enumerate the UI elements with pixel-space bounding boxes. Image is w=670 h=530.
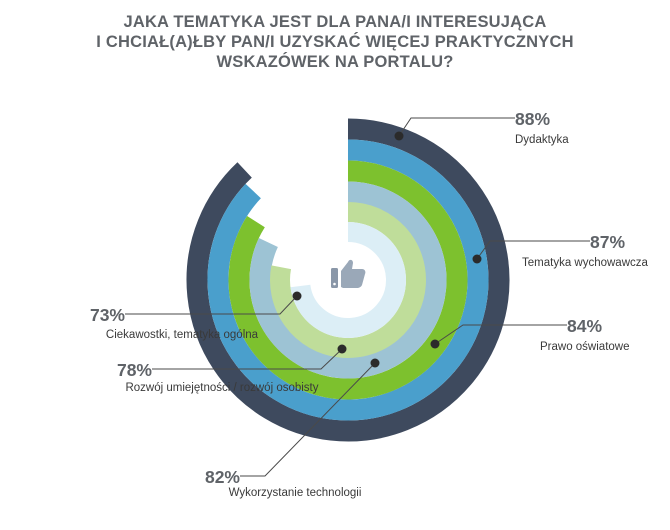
chart-title: JAKA TEMATYKA JEST DLA PANA/I INTERESUJĄ… bbox=[0, 12, 670, 72]
value-label-3: 84% bbox=[567, 316, 602, 336]
value-label-2: 87% bbox=[590, 232, 625, 252]
chart-title-line-3: WSKAZÓWEK NA PORTALU? bbox=[216, 53, 454, 71]
value-label-4: 82% bbox=[205, 467, 240, 487]
leader-dot-1 bbox=[394, 131, 404, 141]
chart-title-line-2: I CHCIAŁ(A)ŁBY PAN/I UZYSKAĆ WIĘCEJ PRAK… bbox=[96, 33, 574, 51]
radial-bar-3 bbox=[228, 160, 468, 400]
leader-line-3 bbox=[434, 324, 567, 345]
value-label-5: 78% bbox=[117, 360, 152, 380]
leader-line-5 bbox=[152, 348, 343, 370]
leader-line-1 bbox=[398, 117, 515, 137]
category-label-2: Tematyka wychowawcza bbox=[522, 257, 649, 269]
thumbs-up-icon bbox=[331, 259, 366, 288]
category-label-3: Prawo oświatowe bbox=[540, 341, 629, 353]
value-label-1: 88% bbox=[515, 109, 550, 129]
leader-dot-5 bbox=[337, 344, 347, 354]
radial-bar-5 bbox=[270, 202, 426, 358]
leader-dot-2 bbox=[472, 254, 482, 264]
chart-arcs bbox=[186, 118, 510, 442]
chart-labels: 88% Dydaktyka 87% Tematyka wychowawcza 84% Pr… bbox=[90, 109, 649, 499]
leader-dot-6 bbox=[292, 291, 302, 301]
radial-bar-4 bbox=[249, 181, 447, 379]
chart-leader-lines bbox=[125, 117, 590, 477]
leader-dot-3 bbox=[430, 339, 440, 349]
leader-line-2 bbox=[476, 240, 590, 260]
category-label-4: Wykorzystanie technologii bbox=[229, 487, 362, 499]
radial-bar-6 bbox=[290, 222, 406, 338]
leader-line-6 bbox=[125, 295, 298, 315]
chart-title-line-1: JAKA TEMATYKA JEST DLA PANA/I INTERESUJĄ… bbox=[123, 13, 547, 31]
radial-bar-1 bbox=[186, 118, 510, 442]
category-label-1: Dydaktyka bbox=[515, 134, 569, 146]
leader-dot-4 bbox=[370, 358, 380, 368]
category-label-5: Rozwój umiejętności / rozwój osobisty bbox=[125, 382, 318, 394]
leader-line-4 bbox=[240, 362, 376, 477]
value-label-6: 73% bbox=[90, 305, 125, 325]
radial-bar-2 bbox=[207, 139, 489, 421]
category-label-6: Ciekawostki, tematyka ogólna bbox=[106, 329, 259, 341]
